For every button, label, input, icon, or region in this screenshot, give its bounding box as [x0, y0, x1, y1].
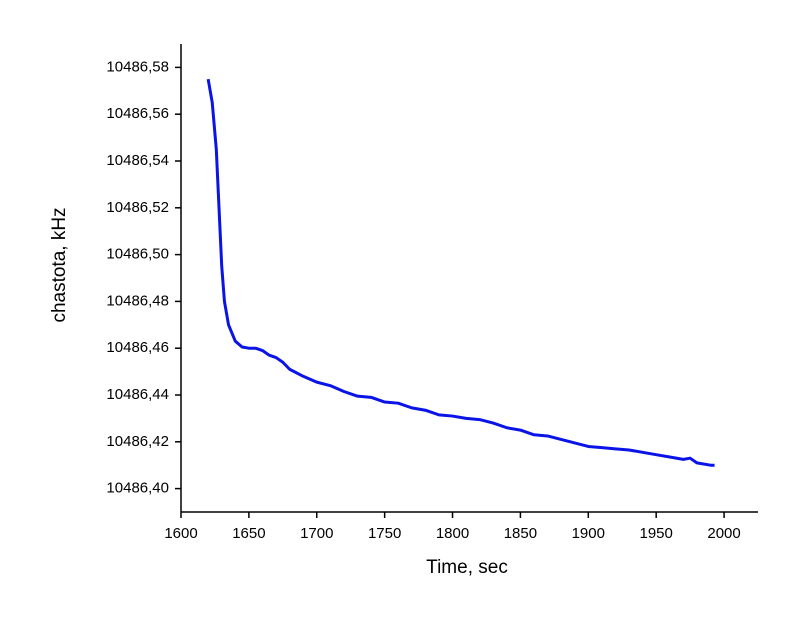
data-line — [206, 78, 715, 467]
x-tick-label: 1800 — [436, 525, 469, 542]
y-tick-label: 10486,50 — [106, 246, 169, 263]
y-tick-label: 10486,54 — [106, 152, 169, 169]
y-tick-label: 10486,44 — [106, 386, 169, 403]
y-axis-title: chastota, kHz — [49, 207, 70, 322]
x-tick-label: 1900 — [572, 525, 605, 542]
y-tick-label: 10486,48 — [106, 292, 169, 309]
x-tick-label: 1750 — [368, 525, 401, 542]
y-tick-label: 10486,46 — [106, 339, 169, 356]
x-tick-label: 2000 — [707, 525, 740, 542]
x-tick-label: 1850 — [504, 525, 537, 542]
y-tick-label: 10486,58 — [106, 58, 169, 75]
x-tick-label: 1700 — [300, 525, 333, 542]
y-tick-label: 10486,40 — [106, 480, 169, 497]
x-tick-label: 1950 — [639, 525, 672, 542]
y-tick-label: 10486,56 — [106, 105, 169, 122]
y-tick-label: 10486,52 — [106, 199, 169, 216]
x-tick-label: 1650 — [232, 525, 265, 542]
y-tick-label: 10486,42 — [106, 433, 169, 450]
x-tick-label: 1600 — [164, 525, 197, 542]
x-axis-title: Time, sec — [426, 557, 508, 578]
